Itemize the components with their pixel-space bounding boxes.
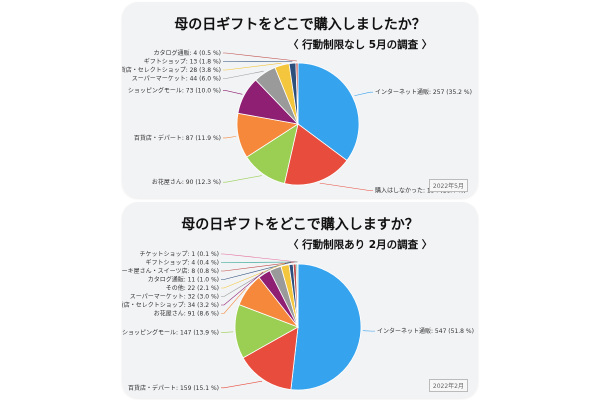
slice-label: 雑貨店・セレクトショップ: 28 (3.8 %) (122, 66, 221, 74)
date-tag: 2022年5月 (428, 179, 468, 192)
pie-slice (234, 304, 299, 359)
leader-line (221, 261, 295, 272)
slice-label: スーパーマーケット: 44 (6.0 %) (132, 76, 221, 83)
slice-label: その他: 22 (2.1 %) (166, 284, 219, 292)
leader-line (221, 253, 298, 263)
slice-label: お花屋さん: 90 (12.3 %) (152, 178, 221, 186)
pie-slice (242, 326, 299, 391)
slice-label: スーパーマーケット: 32 (3.0 %) (130, 294, 219, 301)
pie-chart-feb: インターネット通販: 547 (51.8 %) チケットショップ: 1 (0.1 … (122, 251, 474, 392)
slice-label: インターネット通販: 257 (35.2 %) (375, 88, 472, 96)
leader-line (221, 263, 285, 289)
slice-label: インターネット通販: 547 (51.8 %) (377, 327, 474, 335)
slice-label: 百貨店・デパート: 159 (15.1 %) (128, 384, 219, 392)
leader-line (221, 288, 246, 314)
leader-line (354, 91, 373, 97)
slice-label: お花屋さん: 91 (8.6 %) (154, 310, 219, 318)
pie-chart-may: インターネット通販: 257 (35.2 %) 購入はしなかった: 134 (18… (122, 49, 472, 195)
pie-slice (290, 263, 362, 391)
leader-line (319, 182, 373, 191)
slice-label: カタログ通販: 11 (1.0 %) (148, 276, 219, 284)
slice-label: 購入はしなかった: 134 (18.4 %) (375, 187, 466, 195)
slice-label: カタログ通販: 4 (0.5 %) (154, 49, 222, 57)
leader-line (221, 331, 234, 333)
leader-line (223, 90, 243, 95)
slice-label: ショッピングモール: 73 (10.0 %) (128, 87, 221, 95)
slice-label: ケーキ屋さん・スイーツ店: 8 (0.8 %) (122, 267, 219, 275)
chart-title: 母の日ギフトをどこで購入しますか？ (181, 217, 419, 233)
chart-panel-feb: 母の日ギフトをどこで購入しますか？ 〈 行動制限あり 2月の調査 〉 インターネ… (122, 202, 478, 398)
leader-line (223, 136, 237, 139)
pie-slice (295, 62, 299, 125)
slice-label: ギフトショップ: 13 (1.8 %) (144, 59, 221, 66)
leader-line (221, 380, 263, 389)
leader-line (221, 271, 264, 306)
leader-line (223, 62, 282, 71)
pie-slice (283, 123, 348, 186)
leader-line (223, 70, 264, 79)
chart-title: 母の日ギフトをどこで購入しましたか？ (174, 17, 426, 33)
slice-label: 雑貨店・セレクトショップ: 34 (3.2 %) (122, 301, 219, 309)
leader-line (221, 262, 291, 280)
chart-subtitle: 〈 行動制限なし 5月の調査 〉 (288, 39, 433, 51)
slice-label: チケットショップ: 1 (0.1 %) (140, 251, 220, 258)
chart-panel-may: 母の日ギフトをどこで購入しましたか？ 〈 行動制限なし 5月の調査 〉 インター… (122, 2, 478, 198)
slice-label: ショッピングモール: 147 (13.9 %) (122, 328, 219, 336)
pie-slice (297, 62, 360, 162)
slice-label: ギフトショップ: 4 (0.4 %) (146, 260, 220, 267)
leader-line (223, 175, 262, 183)
slice-label: 百貨店・デパート: 87 (11.9 %) (134, 134, 221, 142)
leader-line (223, 52, 297, 62)
chart-subtitle: 〈 行動制限あり 2月の調査 〉 (288, 239, 433, 251)
date-tag: 2022年2月 (428, 379, 468, 392)
